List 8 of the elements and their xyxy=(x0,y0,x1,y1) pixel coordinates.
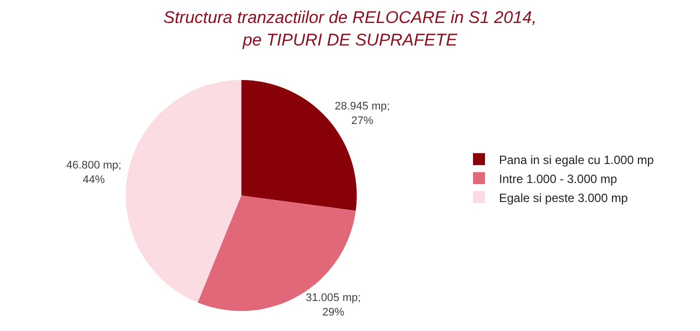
data-label: 28.945 mp; 27% xyxy=(334,100,390,127)
data-label: 46.800 mp; 44% xyxy=(66,160,122,186)
legend-label: Pana in si egale cu 1.000 mp xyxy=(499,152,654,167)
data-label: 31.005 mp; 29% xyxy=(306,292,361,318)
chart-title: Structura tranzactiilor de RELOCARE in S1 2014, pe TIPURI DE SUPRAFETE xyxy=(163,8,537,50)
legend-label: Egale si peste 3.000 mp xyxy=(499,190,628,205)
pie-slice xyxy=(126,80,242,302)
legend-label: Intre 1.000 - 3.000 mp xyxy=(499,172,618,186)
